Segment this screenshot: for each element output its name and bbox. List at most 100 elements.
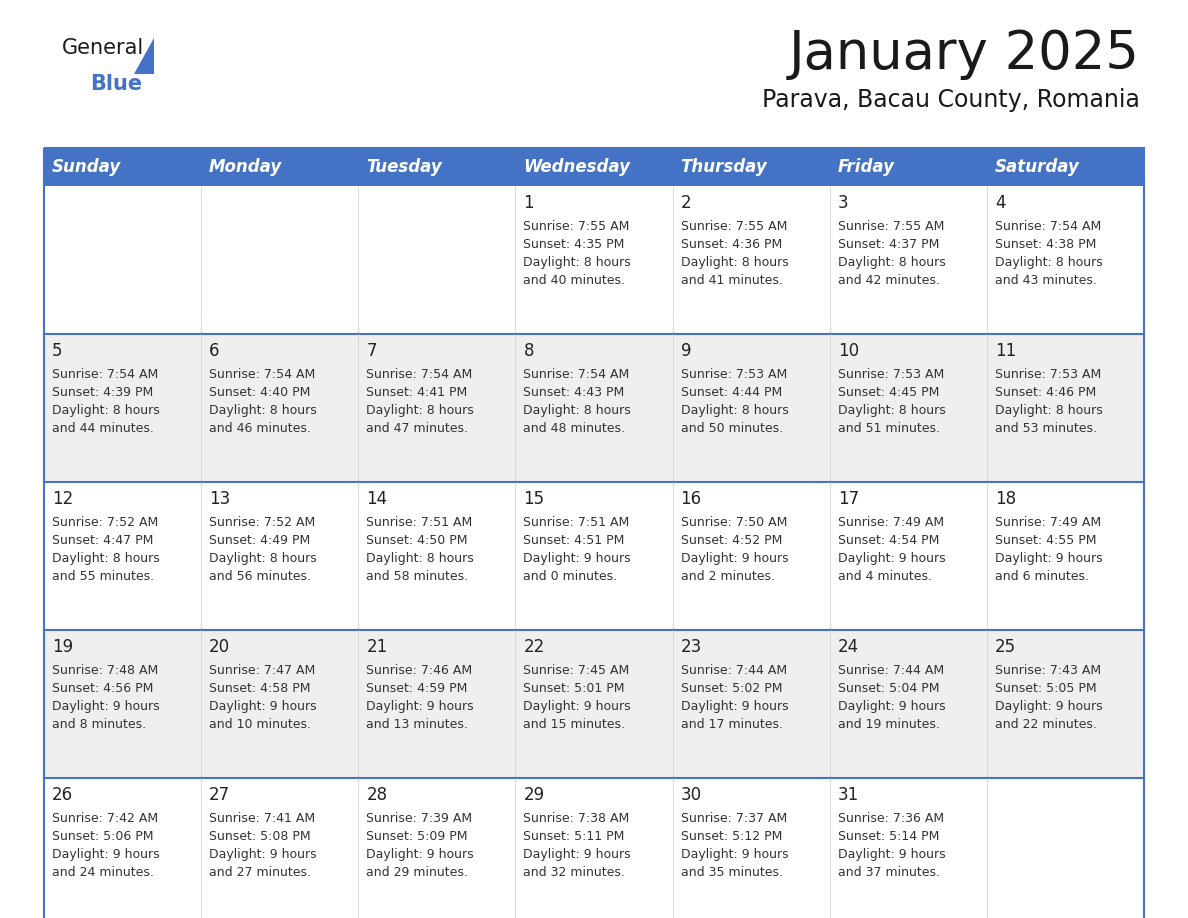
Text: Daylight: 9 hours: Daylight: 9 hours <box>209 848 317 861</box>
Text: Sunrise: 7:44 AM: Sunrise: 7:44 AM <box>838 664 943 677</box>
Text: Daylight: 9 hours: Daylight: 9 hours <box>366 700 474 713</box>
Text: Sunset: 5:12 PM: Sunset: 5:12 PM <box>681 830 782 843</box>
Text: Sunrise: 7:38 AM: Sunrise: 7:38 AM <box>524 812 630 825</box>
Text: Daylight: 9 hours: Daylight: 9 hours <box>366 848 474 861</box>
Text: 13: 13 <box>209 490 230 508</box>
Bar <box>201 334 359 482</box>
Text: Sunset: 5:08 PM: Sunset: 5:08 PM <box>209 830 311 843</box>
Text: Monday: Monday <box>209 158 283 176</box>
Text: Friday: Friday <box>838 158 895 176</box>
Text: Daylight: 8 hours: Daylight: 8 hours <box>838 256 946 269</box>
Text: Daylight: 8 hours: Daylight: 8 hours <box>52 552 159 565</box>
Bar <box>516 334 672 482</box>
Text: Sunset: 4:35 PM: Sunset: 4:35 PM <box>524 238 625 251</box>
Text: 3: 3 <box>838 194 848 212</box>
Bar <box>672 334 829 482</box>
Text: Daylight: 9 hours: Daylight: 9 hours <box>838 700 946 713</box>
Text: and 37 minutes.: and 37 minutes. <box>838 866 940 879</box>
Text: Sunset: 4:44 PM: Sunset: 4:44 PM <box>681 386 782 399</box>
Text: Daylight: 8 hours: Daylight: 8 hours <box>209 552 317 565</box>
Text: 1: 1 <box>524 194 535 212</box>
Text: Daylight: 8 hours: Daylight: 8 hours <box>838 404 946 417</box>
Bar <box>516 778 672 918</box>
Text: Sunset: 4:43 PM: Sunset: 4:43 PM <box>524 386 625 399</box>
Bar <box>829 148 987 186</box>
Text: Sunset: 4:58 PM: Sunset: 4:58 PM <box>209 682 310 695</box>
Text: General: General <box>62 38 144 58</box>
Text: and 42 minutes.: and 42 minutes. <box>838 274 940 287</box>
Text: Sunset: 4:40 PM: Sunset: 4:40 PM <box>209 386 310 399</box>
Text: and 58 minutes.: and 58 minutes. <box>366 570 468 583</box>
Text: 10: 10 <box>838 342 859 360</box>
Polygon shape <box>134 38 154 74</box>
Text: 23: 23 <box>681 638 702 656</box>
Bar <box>359 778 516 918</box>
Text: Daylight: 8 hours: Daylight: 8 hours <box>524 256 631 269</box>
Text: Sunrise: 7:50 AM: Sunrise: 7:50 AM <box>681 516 786 529</box>
Text: Sunrise: 7:46 AM: Sunrise: 7:46 AM <box>366 664 473 677</box>
Bar <box>201 482 359 630</box>
Text: Daylight: 9 hours: Daylight: 9 hours <box>681 848 788 861</box>
Text: 15: 15 <box>524 490 544 508</box>
Text: and 41 minutes.: and 41 minutes. <box>681 274 783 287</box>
Text: Sunrise: 7:54 AM: Sunrise: 7:54 AM <box>366 368 473 381</box>
Bar <box>987 334 1144 482</box>
Text: Saturday: Saturday <box>994 158 1080 176</box>
Text: Daylight: 9 hours: Daylight: 9 hours <box>994 700 1102 713</box>
Text: Sunrise: 7:48 AM: Sunrise: 7:48 AM <box>52 664 158 677</box>
Text: and 51 minutes.: and 51 minutes. <box>838 422 940 435</box>
Text: and 29 minutes.: and 29 minutes. <box>366 866 468 879</box>
Text: and 13 minutes.: and 13 minutes. <box>366 718 468 731</box>
Text: 29: 29 <box>524 786 544 804</box>
Text: Sunset: 4:45 PM: Sunset: 4:45 PM <box>838 386 939 399</box>
Bar <box>672 630 829 778</box>
Text: Sunrise: 7:53 AM: Sunrise: 7:53 AM <box>994 368 1101 381</box>
Text: Sunset: 4:37 PM: Sunset: 4:37 PM <box>838 238 939 251</box>
Bar <box>672 482 829 630</box>
Text: 7: 7 <box>366 342 377 360</box>
Bar <box>829 186 987 334</box>
Text: Daylight: 9 hours: Daylight: 9 hours <box>994 552 1102 565</box>
Text: and 40 minutes.: and 40 minutes. <box>524 274 625 287</box>
Text: Sunset: 5:09 PM: Sunset: 5:09 PM <box>366 830 468 843</box>
Bar <box>201 148 359 186</box>
Text: January 2025: January 2025 <box>789 28 1140 80</box>
Text: Sunset: 5:06 PM: Sunset: 5:06 PM <box>52 830 153 843</box>
Text: Sunset: 5:04 PM: Sunset: 5:04 PM <box>838 682 940 695</box>
Bar <box>829 778 987 918</box>
Text: Sunset: 4:52 PM: Sunset: 4:52 PM <box>681 534 782 547</box>
Bar <box>201 630 359 778</box>
Text: 2: 2 <box>681 194 691 212</box>
Text: Sunrise: 7:42 AM: Sunrise: 7:42 AM <box>52 812 158 825</box>
Text: Sunrise: 7:37 AM: Sunrise: 7:37 AM <box>681 812 786 825</box>
Text: and 0 minutes.: and 0 minutes. <box>524 570 618 583</box>
Text: Sunset: 5:01 PM: Sunset: 5:01 PM <box>524 682 625 695</box>
Text: 6: 6 <box>209 342 220 360</box>
Text: and 4 minutes.: and 4 minutes. <box>838 570 931 583</box>
Bar <box>987 630 1144 778</box>
Bar <box>44 148 201 186</box>
Text: Sunrise: 7:51 AM: Sunrise: 7:51 AM <box>524 516 630 529</box>
Text: and 8 minutes.: and 8 minutes. <box>52 718 146 731</box>
Bar <box>516 186 672 334</box>
Bar <box>672 778 829 918</box>
Text: Daylight: 9 hours: Daylight: 9 hours <box>681 700 788 713</box>
Text: and 55 minutes.: and 55 minutes. <box>52 570 154 583</box>
Text: 21: 21 <box>366 638 387 656</box>
Text: Sunset: 4:49 PM: Sunset: 4:49 PM <box>209 534 310 547</box>
Bar <box>829 630 987 778</box>
Text: and 56 minutes.: and 56 minutes. <box>209 570 311 583</box>
Text: 9: 9 <box>681 342 691 360</box>
Text: Sunrise: 7:54 AM: Sunrise: 7:54 AM <box>994 220 1101 233</box>
Bar <box>829 482 987 630</box>
Text: Sunset: 4:51 PM: Sunset: 4:51 PM <box>524 534 625 547</box>
Text: 5: 5 <box>52 342 63 360</box>
Text: 17: 17 <box>838 490 859 508</box>
Text: and 50 minutes.: and 50 minutes. <box>681 422 783 435</box>
Text: and 32 minutes.: and 32 minutes. <box>524 866 625 879</box>
Bar <box>44 778 201 918</box>
Text: Sunrise: 7:53 AM: Sunrise: 7:53 AM <box>838 368 944 381</box>
Bar <box>359 630 516 778</box>
Text: Tuesday: Tuesday <box>366 158 442 176</box>
Text: Sunday: Sunday <box>52 158 121 176</box>
